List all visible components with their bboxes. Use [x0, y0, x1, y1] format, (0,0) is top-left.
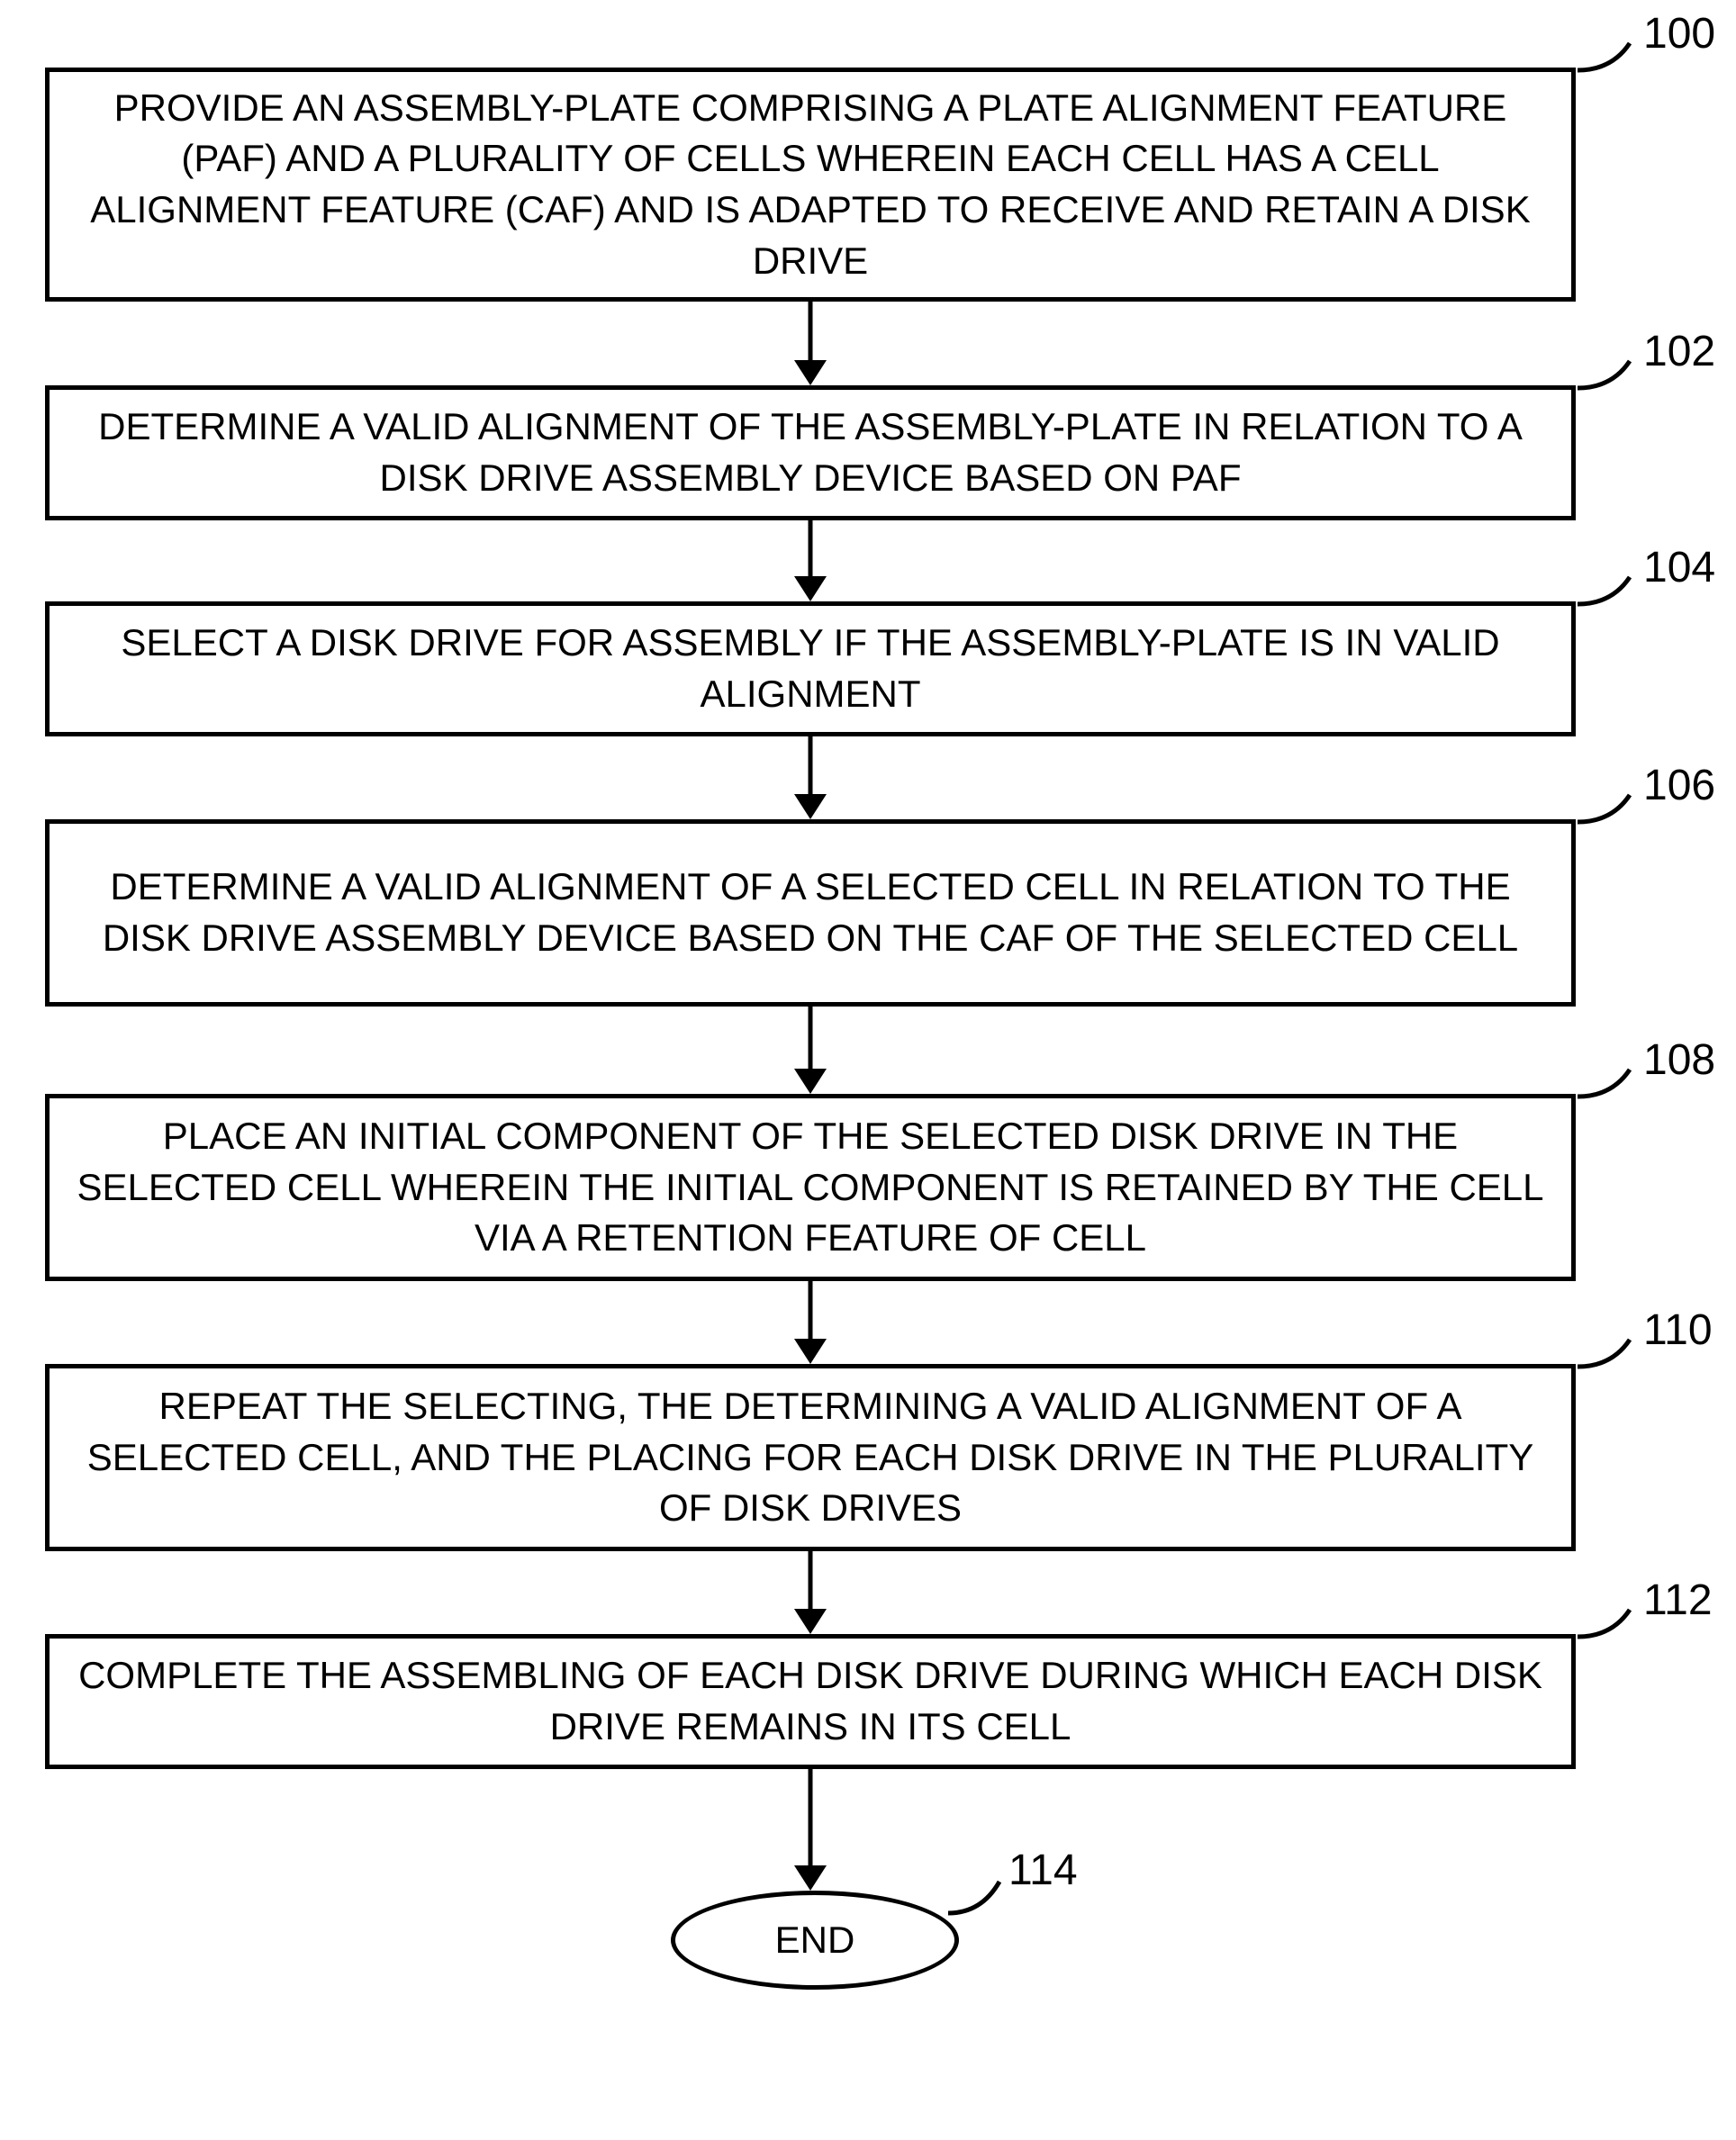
step-text: COMPLETE THE ASSEMBLING OF EACH DISK DRI…: [77, 1650, 1544, 1752]
step-text: SELECT A DISK DRIVE FOR ASSEMBLY IF THE …: [77, 618, 1544, 719]
step-text: REPEAT THE SELECTING, THE DETERMINING A …: [77, 1381, 1544, 1534]
ref-label-102: 102: [1643, 327, 1715, 376]
end-terminator: END: [671, 1891, 959, 1990]
step-112: COMPLETE THE ASSEMBLING OF EACH DISK DRI…: [45, 1634, 1576, 1769]
ref-label-104: 104: [1643, 543, 1715, 592]
step-text: PROVIDE AN ASSEMBLY-PLATE COMPRISING A P…: [77, 83, 1544, 287]
callout-curves: [0, 0, 1736, 2140]
ref-label-108: 108: [1643, 1035, 1715, 1085]
step-text: DETERMINE A VALID ALIGNMENT OF A SELECTE…: [77, 862, 1544, 963]
step-text: DETERMINE A VALID ALIGNMENT OF THE ASSEM…: [77, 402, 1544, 503]
ref-label-110: 110: [1643, 1305, 1713, 1355]
step-104: SELECT A DISK DRIVE FOR ASSEMBLY IF THE …: [45, 601, 1576, 736]
step-100: PROVIDE AN ASSEMBLY-PLATE COMPRISING A P…: [45, 68, 1576, 302]
step-106: DETERMINE A VALID ALIGNMENT OF A SELECTE…: [45, 819, 1576, 1007]
ref-label-112: 112: [1643, 1576, 1713, 1625]
step-102: DETERMINE A VALID ALIGNMENT OF THE ASSEM…: [45, 385, 1576, 520]
step-108: PLACE AN INITIAL COMPONENT OF THE SELECT…: [45, 1094, 1576, 1281]
step-text: PLACE AN INITIAL COMPONENT OF THE SELECT…: [77, 1111, 1544, 1264]
end-text: END: [775, 1919, 855, 1962]
ref-label-114: 114: [1008, 1846, 1078, 1895]
flowchart-container: PROVIDE AN ASSEMBLY-PLATE COMPRISING A P…: [0, 0, 1736, 2140]
ref-label-106: 106: [1643, 761, 1715, 810]
step-110: REPEAT THE SELECTING, THE DETERMINING A …: [45, 1364, 1576, 1551]
ref-label-100: 100: [1643, 9, 1715, 59]
